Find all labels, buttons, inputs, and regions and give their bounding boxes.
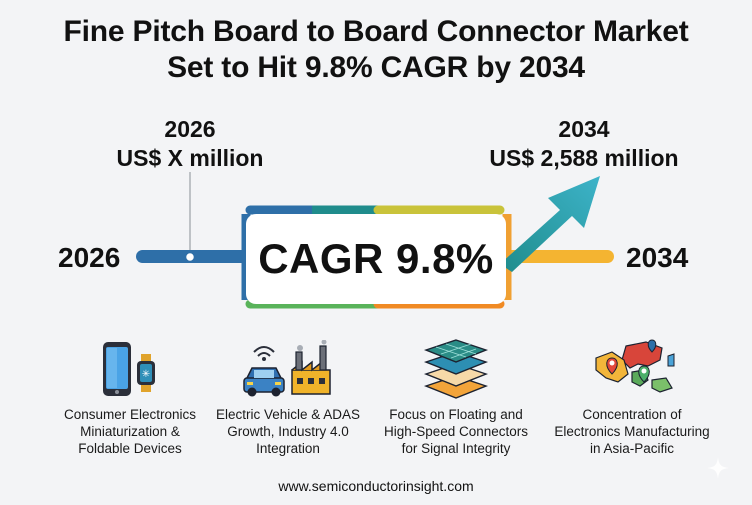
feature-1-line-3: Foldable Devices: [78, 441, 182, 456]
feature-4-line-1: Concentration of: [582, 407, 682, 422]
website-footer: www.semiconductorinsight.com: [278, 478, 474, 494]
page-title: Fine Pitch Board to Board Connector Mark…: [0, 14, 752, 86]
smartphone-smartwatch-icon: ✳: [42, 336, 218, 400]
feature-2-line-2: Growth, Industry 4.0: [227, 424, 349, 439]
title-line-2: Set to Hit 9.8% CAGR by 2034: [167, 51, 585, 84]
end-year-label: 2034: [558, 116, 610, 142]
end-value-label: US$ 2,588 million: [489, 145, 679, 171]
svg-text:✳: ✳: [142, 369, 150, 380]
start-value-block: 2026 US$ X million: [100, 115, 280, 173]
feature-3-line-2: High-Speed Connectors: [383, 424, 529, 439]
feature-3-line-1: Focus on Floating and: [389, 407, 523, 422]
end-value-block: 2034 US$ 2,588 million: [474, 115, 694, 173]
cagr-box: CAGR 9.8%: [246, 214, 506, 304]
feature-2-line-3: Integration: [256, 441, 320, 456]
feature-3-line-3: for Signal Integrity: [401, 441, 511, 456]
feature-1-line-1: Consumer Electronics: [63, 407, 197, 422]
growth-arrow-icon: [500, 176, 600, 272]
title-line-1: Fine Pitch Board to Board Connector Mark…: [63, 15, 689, 48]
start-year-label: 2026: [164, 116, 216, 142]
electric-car-factory-icon: [200, 336, 376, 400]
feature-4-line-2: Electronics Manufacturing: [554, 424, 710, 439]
stacked-layers-icon: [368, 336, 544, 400]
asia-map-pins-icon: [544, 336, 720, 400]
feature-4-line-3: in Asia-Pacific: [589, 441, 675, 456]
sparkle-icon: [707, 457, 729, 479]
start-side-year: 2026: [58, 242, 121, 273]
feature-asia-pacific: Concentration of Electronics Manufacturi…: [544, 336, 720, 457]
feature-1-line-2: Miniaturization &: [80, 424, 180, 439]
start-value-label: US$ X million: [116, 145, 264, 171]
feature-electric-vehicle: Electric Vehicle & ADAS Growth, Industry…: [200, 336, 376, 457]
feature-2-line-1: Electric Vehicle & ADAS: [215, 407, 361, 422]
end-side-year: 2034: [626, 242, 689, 273]
start-marker: [184, 251, 196, 263]
feature-high-speed-connectors: Focus on Floating and High-Speed Connect…: [368, 336, 544, 457]
feature-consumer-electronics: ✳ Consumer Electronics Miniaturization &…: [42, 336, 218, 457]
